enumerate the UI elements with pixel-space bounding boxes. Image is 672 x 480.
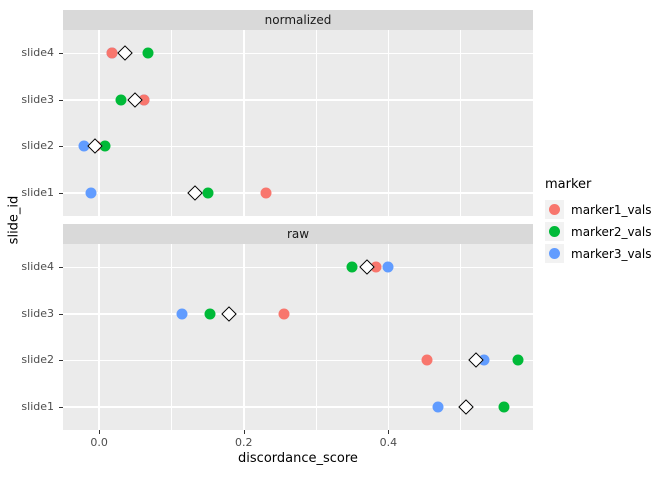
x-tick bbox=[99, 430, 101, 434]
mean-diamond bbox=[186, 184, 203, 201]
y-tick bbox=[59, 406, 63, 408]
facet-strip: normalized bbox=[63, 10, 533, 30]
y-tick bbox=[59, 313, 63, 315]
y-tick bbox=[59, 99, 63, 101]
legend-entry: marker3_vals bbox=[545, 244, 670, 263]
y-tick-label: slide4 bbox=[21, 260, 54, 274]
major-gridline bbox=[63, 313, 533, 315]
minor-gridline bbox=[460, 244, 462, 430]
x-tick-label: 0.4 bbox=[379, 436, 398, 449]
data-point bbox=[512, 354, 524, 366]
x-tick-label: 0.0 bbox=[90, 436, 108, 449]
major-gridline bbox=[63, 266, 533, 268]
data-point bbox=[85, 187, 97, 199]
legend-swatch-icon bbox=[549, 204, 560, 215]
y-tick-label: slide2 bbox=[21, 139, 54, 153]
facet-strip: raw bbox=[63, 224, 533, 244]
mean-diamond bbox=[221, 305, 238, 322]
x-axis-title: discordance_score bbox=[238, 451, 358, 466]
minor-gridline bbox=[315, 30, 317, 216]
data-point bbox=[421, 354, 433, 366]
data-point bbox=[202, 187, 214, 199]
mean-diamond bbox=[87, 138, 103, 155]
legend-entry: marker1_vals bbox=[545, 200, 670, 219]
data-point bbox=[278, 308, 290, 320]
y-tick bbox=[59, 360, 63, 362]
minor-gridline bbox=[460, 30, 462, 216]
facet-strip-label: raw bbox=[286, 227, 310, 241]
major-gridline bbox=[98, 30, 100, 216]
data-point bbox=[432, 401, 444, 413]
legend-swatch-icon bbox=[549, 226, 560, 237]
data-point bbox=[142, 47, 154, 59]
major-gridline bbox=[63, 192, 533, 194]
data-point bbox=[478, 354, 490, 366]
legend-entry-label: marker3_vals bbox=[571, 246, 652, 261]
legend-entries: marker1_vals marker2_vals marker3_vals bbox=[545, 200, 670, 263]
legend-key bbox=[545, 244, 564, 263]
facet-strip-label: normalized bbox=[264, 13, 332, 27]
x-tick bbox=[388, 430, 390, 434]
major-gridline bbox=[98, 244, 100, 430]
y-tick-label: slide3 bbox=[21, 306, 54, 320]
legend-entry-label: marker2_vals bbox=[571, 224, 652, 239]
major-gridline bbox=[63, 99, 533, 101]
minor-gridline bbox=[170, 30, 172, 216]
y-tick-label: slide1 bbox=[21, 185, 54, 199]
data-point bbox=[138, 94, 150, 106]
y-tick-label: slide1 bbox=[21, 399, 54, 413]
legend-entry: marker2_vals bbox=[545, 222, 670, 241]
major-gridline bbox=[63, 359, 533, 361]
data-point bbox=[176, 308, 188, 320]
major-gridline bbox=[243, 244, 245, 430]
panel-raw bbox=[63, 244, 533, 430]
data-point bbox=[260, 187, 272, 199]
mean-diamond bbox=[117, 45, 133, 62]
major-gridline bbox=[63, 406, 533, 408]
legend-key bbox=[545, 200, 564, 219]
legend-key bbox=[545, 222, 564, 241]
legend-title: marker bbox=[545, 177, 592, 192]
legend: marker marker1_vals marker2_vals marker3_v… bbox=[545, 177, 670, 266]
legend-entry-label: marker1_vals bbox=[571, 202, 652, 217]
y-tick-label: slide3 bbox=[21, 92, 54, 106]
data-point bbox=[498, 401, 510, 413]
minor-gridline bbox=[170, 244, 172, 430]
data-point bbox=[115, 94, 127, 106]
data-point bbox=[382, 261, 394, 273]
major-gridline bbox=[387, 244, 390, 430]
y-tick bbox=[59, 53, 63, 55]
data-point bbox=[106, 47, 118, 59]
data-point bbox=[346, 261, 357, 273]
x-tick-label: 0.2 bbox=[235, 436, 253, 449]
data-point bbox=[78, 140, 90, 152]
x-tick bbox=[243, 430, 245, 434]
major-gridline bbox=[243, 30, 245, 216]
legend-swatch-icon bbox=[549, 248, 560, 259]
data-point bbox=[99, 140, 111, 152]
y-tick bbox=[59, 267, 63, 269]
data-point bbox=[204, 308, 216, 320]
y-axis-title: slide_id bbox=[6, 195, 22, 245]
minor-gridline bbox=[315, 244, 317, 430]
y-tick bbox=[59, 192, 63, 194]
major-gridline bbox=[63, 52, 533, 54]
data-point bbox=[370, 261, 382, 273]
major-gridline bbox=[387, 30, 390, 216]
y-tick-label: slide2 bbox=[21, 353, 54, 367]
major-gridline bbox=[63, 145, 533, 147]
y-tick bbox=[59, 146, 63, 148]
y-tick-label: slide4 bbox=[21, 46, 54, 60]
panel-normalized bbox=[63, 30, 533, 216]
